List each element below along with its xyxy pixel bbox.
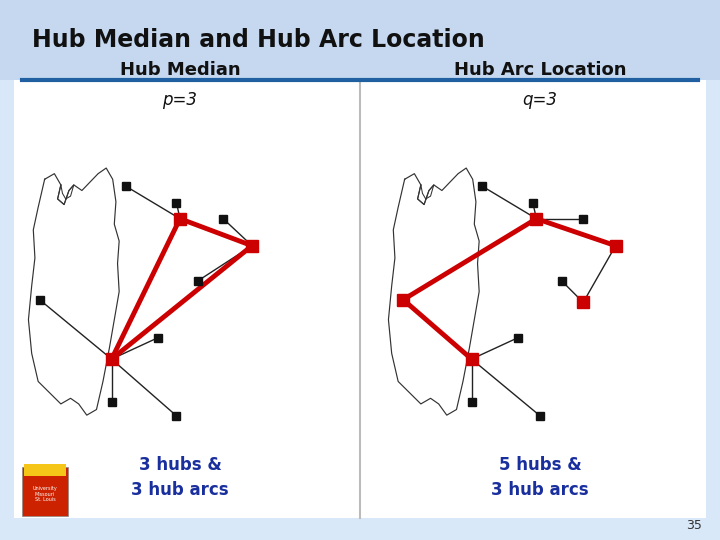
Text: Hub Median and Hub Arc Location: Hub Median and Hub Arc Location [32,28,485,52]
Text: q=3: q=3 [523,91,557,109]
Text: University
Missouri
St. Louis: University Missouri St. Louis [32,486,58,502]
FancyBboxPatch shape [22,467,68,516]
Text: p=3: p=3 [163,91,197,109]
FancyBboxPatch shape [14,80,706,518]
FancyBboxPatch shape [0,0,720,80]
FancyBboxPatch shape [24,464,66,476]
Text: Hub Median: Hub Median [120,61,240,79]
Text: Hub Arc Location: Hub Arc Location [454,61,626,79]
Text: 3 hubs &
3 hub arcs: 3 hubs & 3 hub arcs [131,456,229,500]
Text: 5 hubs &
3 hub arcs: 5 hubs & 3 hub arcs [491,456,589,500]
Text: 35: 35 [686,519,702,532]
